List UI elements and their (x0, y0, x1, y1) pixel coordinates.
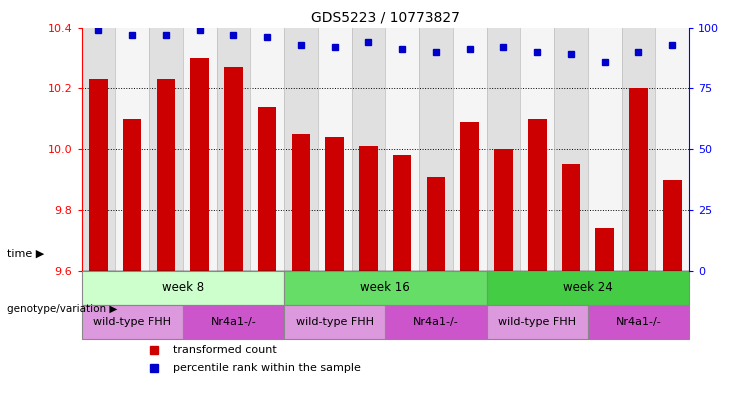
Bar (116, 28, 149, 271)
Bar (258, 107, 276, 271)
Bar (82, 271, 284, 305)
Text: Nr4a1-/-: Nr4a1-/- (210, 317, 256, 327)
Text: percentile rank within the sample: percentile rank within the sample (173, 363, 361, 373)
Bar (528, 119, 547, 271)
Bar (156, 79, 175, 271)
Text: wild-type FHH: wild-type FHH (296, 317, 373, 327)
Bar (487, 28, 520, 271)
Bar (183, 305, 284, 339)
Bar (494, 149, 513, 271)
Text: genotype/variation ▶: genotype/variation ▶ (7, 303, 118, 314)
Text: week 24: week 24 (563, 281, 613, 294)
Bar (250, 28, 284, 271)
Bar (622, 28, 655, 271)
Text: week 8: week 8 (162, 281, 204, 294)
Bar (460, 122, 479, 271)
Text: wild-type FHH: wild-type FHH (498, 317, 576, 327)
Text: Nr4a1-/-: Nr4a1-/- (616, 317, 662, 327)
Text: wild-type FHH: wild-type FHH (93, 317, 171, 327)
Bar (359, 146, 378, 271)
Bar (123, 119, 142, 271)
Text: week 16: week 16 (360, 281, 411, 294)
Bar (183, 28, 216, 271)
Bar (427, 176, 445, 271)
Bar (663, 180, 682, 271)
Bar (216, 28, 250, 271)
Bar (318, 28, 351, 271)
Bar (224, 67, 243, 271)
Bar (82, 305, 183, 339)
Text: Nr4a1-/-: Nr4a1-/- (413, 317, 459, 327)
Bar (562, 164, 580, 271)
Bar (453, 28, 487, 271)
Text: time ▶: time ▶ (7, 248, 44, 259)
Bar (419, 28, 453, 271)
Bar (149, 28, 183, 271)
Bar (629, 88, 648, 271)
Bar (325, 137, 344, 271)
Bar (487, 305, 588, 339)
Bar (554, 28, 588, 271)
Bar (655, 28, 689, 271)
Bar (520, 28, 554, 271)
Bar (284, 305, 385, 339)
Bar (284, 28, 318, 271)
Bar (385, 305, 487, 339)
Bar (596, 228, 614, 271)
Bar (89, 79, 107, 271)
Bar (284, 271, 487, 305)
Bar (588, 305, 689, 339)
Bar (190, 58, 209, 271)
Bar (351, 28, 385, 271)
Bar (82, 28, 116, 271)
Bar (385, 28, 419, 271)
Bar (292, 134, 310, 271)
Title: GDS5223 / 10773827: GDS5223 / 10773827 (311, 11, 459, 25)
Bar (588, 28, 622, 271)
Text: transformed count: transformed count (173, 345, 276, 355)
Bar (393, 155, 411, 271)
Bar (487, 271, 689, 305)
